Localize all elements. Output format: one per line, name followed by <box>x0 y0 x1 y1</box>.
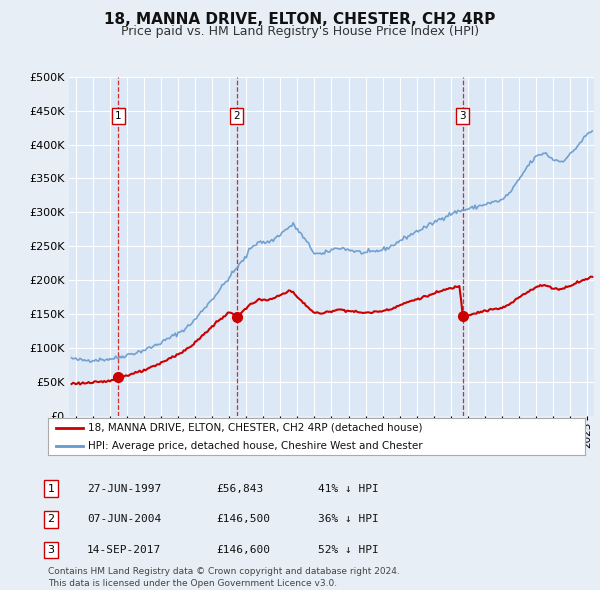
Text: 3: 3 <box>47 545 55 555</box>
Text: 41% ↓ HPI: 41% ↓ HPI <box>318 484 379 493</box>
Text: 1: 1 <box>47 484 55 493</box>
Text: 52% ↓ HPI: 52% ↓ HPI <box>318 545 379 555</box>
Text: HPI: Average price, detached house, Cheshire West and Chester: HPI: Average price, detached house, Ches… <box>88 441 423 451</box>
Text: 07-JUN-2004: 07-JUN-2004 <box>87 514 161 524</box>
Text: £56,843: £56,843 <box>216 484 263 493</box>
Text: 2: 2 <box>233 111 240 121</box>
Text: 18, MANNA DRIVE, ELTON, CHESTER, CH2 4RP: 18, MANNA DRIVE, ELTON, CHESTER, CH2 4RP <box>104 12 496 27</box>
Text: 14-SEP-2017: 14-SEP-2017 <box>87 545 161 555</box>
Text: £146,500: £146,500 <box>216 514 270 524</box>
Text: Price paid vs. HM Land Registry's House Price Index (HPI): Price paid vs. HM Land Registry's House … <box>121 25 479 38</box>
Text: 36% ↓ HPI: 36% ↓ HPI <box>318 514 379 524</box>
Text: Contains HM Land Registry data © Crown copyright and database right 2024.
This d: Contains HM Land Registry data © Crown c… <box>48 568 400 588</box>
Text: £146,600: £146,600 <box>216 545 270 555</box>
Text: 1: 1 <box>115 111 122 121</box>
Text: 2: 2 <box>47 514 55 524</box>
Text: 27-JUN-1997: 27-JUN-1997 <box>87 484 161 493</box>
Text: 18, MANNA DRIVE, ELTON, CHESTER, CH2 4RP (detached house): 18, MANNA DRIVE, ELTON, CHESTER, CH2 4RP… <box>88 422 423 432</box>
Text: 3: 3 <box>460 111 466 121</box>
